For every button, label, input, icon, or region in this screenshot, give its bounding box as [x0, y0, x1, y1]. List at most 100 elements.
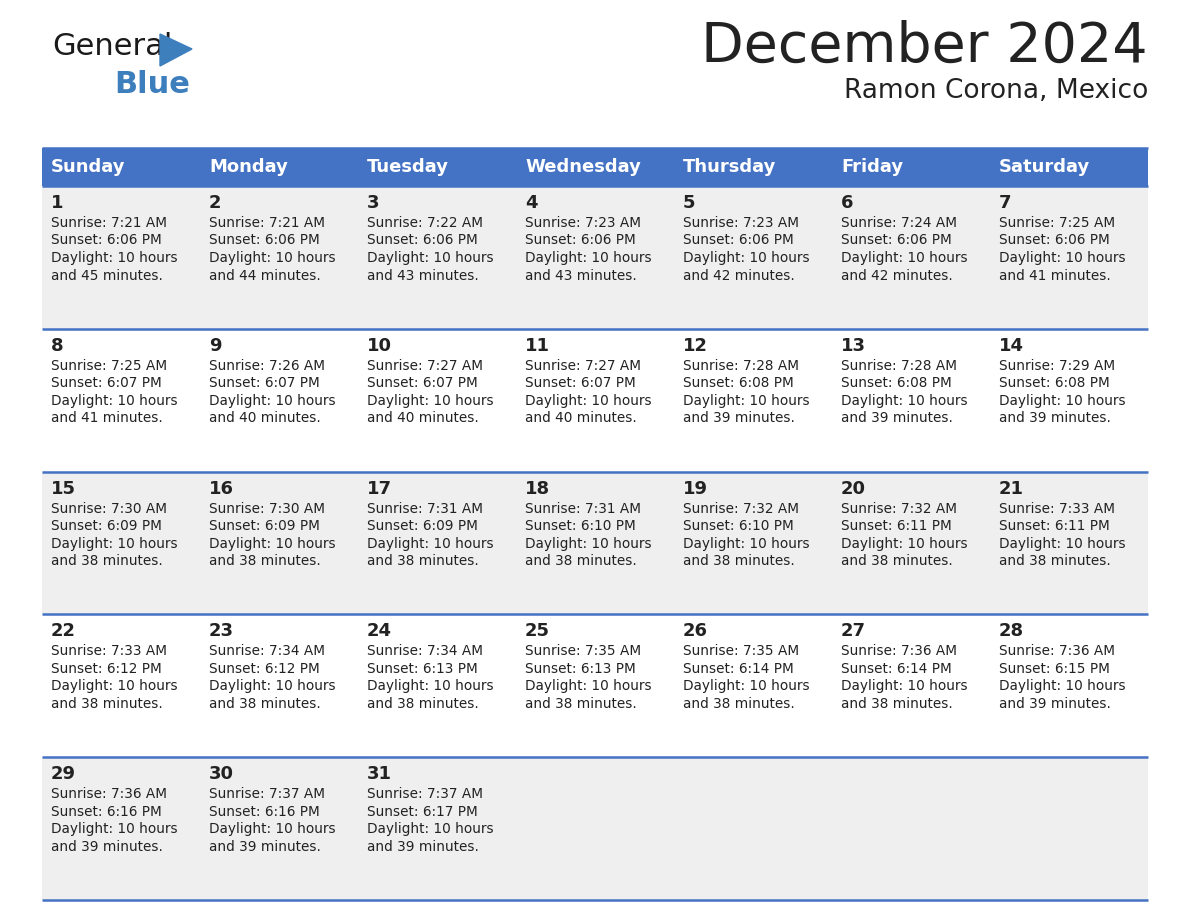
Text: Sunrise: 7:35 AM: Sunrise: 7:35 AM: [683, 644, 800, 658]
Text: Saturday: Saturday: [999, 158, 1091, 176]
Text: and 38 minutes.: and 38 minutes.: [999, 554, 1111, 568]
Text: and 39 minutes.: and 39 minutes.: [209, 840, 321, 854]
Text: Daylight: 10 hours: Daylight: 10 hours: [525, 679, 652, 693]
Text: 8: 8: [51, 337, 64, 354]
Text: Daylight: 10 hours: Daylight: 10 hours: [999, 679, 1125, 693]
Text: Sunrise: 7:37 AM: Sunrise: 7:37 AM: [209, 788, 326, 801]
Text: Sunset: 6:07 PM: Sunset: 6:07 PM: [525, 376, 636, 390]
Bar: [516, 148, 674, 186]
Text: 21: 21: [999, 479, 1024, 498]
Text: 15: 15: [51, 479, 76, 498]
Text: Sunrise: 7:34 AM: Sunrise: 7:34 AM: [209, 644, 326, 658]
Bar: [42, 614, 1148, 757]
Text: Sunrise: 7:37 AM: Sunrise: 7:37 AM: [367, 788, 484, 801]
Text: 5: 5: [683, 194, 695, 212]
Text: and 45 minutes.: and 45 minutes.: [51, 268, 163, 283]
Text: Daylight: 10 hours: Daylight: 10 hours: [841, 679, 967, 693]
Text: Sunset: 6:08 PM: Sunset: 6:08 PM: [683, 376, 794, 390]
Text: and 38 minutes.: and 38 minutes.: [841, 697, 953, 711]
Text: 1: 1: [51, 194, 63, 212]
Text: 22: 22: [51, 622, 76, 641]
Text: Sunrise: 7:26 AM: Sunrise: 7:26 AM: [209, 359, 326, 373]
Text: and 39 minutes.: and 39 minutes.: [841, 411, 953, 425]
Text: Daylight: 10 hours: Daylight: 10 hours: [367, 537, 494, 551]
Text: Sunset: 6:11 PM: Sunset: 6:11 PM: [999, 519, 1110, 533]
Text: and 40 minutes.: and 40 minutes.: [209, 411, 321, 425]
Text: Sunset: 6:15 PM: Sunset: 6:15 PM: [999, 662, 1110, 676]
Text: Daylight: 10 hours: Daylight: 10 hours: [525, 537, 652, 551]
Text: Sunset: 6:09 PM: Sunset: 6:09 PM: [209, 519, 320, 533]
Text: and 41 minutes.: and 41 minutes.: [999, 268, 1111, 283]
Text: and 38 minutes.: and 38 minutes.: [367, 697, 479, 711]
Bar: [358, 148, 516, 186]
Text: Daylight: 10 hours: Daylight: 10 hours: [209, 679, 336, 693]
Text: Sunset: 6:09 PM: Sunset: 6:09 PM: [367, 519, 478, 533]
Text: 4: 4: [525, 194, 537, 212]
Text: Daylight: 10 hours: Daylight: 10 hours: [367, 394, 494, 408]
Text: Daylight: 10 hours: Daylight: 10 hours: [841, 537, 967, 551]
Text: 29: 29: [51, 766, 76, 783]
Text: Sunset: 6:06 PM: Sunset: 6:06 PM: [999, 233, 1110, 248]
Text: Tuesday: Tuesday: [367, 158, 449, 176]
Text: Sunset: 6:12 PM: Sunset: 6:12 PM: [209, 662, 320, 676]
Text: 2: 2: [209, 194, 221, 212]
Bar: [200, 148, 358, 186]
Bar: [42, 186, 1148, 329]
Text: Sunset: 6:06 PM: Sunset: 6:06 PM: [841, 233, 952, 248]
Text: Daylight: 10 hours: Daylight: 10 hours: [209, 394, 336, 408]
Text: Sunrise: 7:28 AM: Sunrise: 7:28 AM: [683, 359, 800, 373]
Text: Daylight: 10 hours: Daylight: 10 hours: [51, 823, 178, 836]
Text: Sunrise: 7:25 AM: Sunrise: 7:25 AM: [51, 359, 168, 373]
Text: 19: 19: [683, 479, 708, 498]
Text: Sunrise: 7:24 AM: Sunrise: 7:24 AM: [841, 216, 958, 230]
Bar: [42, 757, 1148, 900]
Text: 16: 16: [209, 479, 234, 498]
Text: Monday: Monday: [209, 158, 287, 176]
Text: 6: 6: [841, 194, 853, 212]
Text: Sunday: Sunday: [51, 158, 126, 176]
Text: and 39 minutes.: and 39 minutes.: [683, 411, 795, 425]
Text: Sunset: 6:17 PM: Sunset: 6:17 PM: [367, 805, 478, 819]
Text: Thursday: Thursday: [683, 158, 777, 176]
Bar: [42, 329, 1148, 472]
Text: Sunrise: 7:21 AM: Sunrise: 7:21 AM: [51, 216, 168, 230]
Text: Sunrise: 7:31 AM: Sunrise: 7:31 AM: [525, 501, 642, 516]
Text: Ramon Corona, Mexico: Ramon Corona, Mexico: [843, 78, 1148, 104]
Text: Sunset: 6:13 PM: Sunset: 6:13 PM: [525, 662, 636, 676]
Text: and 38 minutes.: and 38 minutes.: [209, 554, 321, 568]
Text: Sunset: 6:06 PM: Sunset: 6:06 PM: [51, 233, 162, 248]
Text: and 39 minutes.: and 39 minutes.: [367, 840, 479, 854]
Text: and 38 minutes.: and 38 minutes.: [683, 697, 795, 711]
Text: Sunrise: 7:27 AM: Sunrise: 7:27 AM: [367, 359, 484, 373]
Text: and 38 minutes.: and 38 minutes.: [683, 554, 795, 568]
Text: Daylight: 10 hours: Daylight: 10 hours: [683, 394, 810, 408]
Text: 3: 3: [367, 194, 379, 212]
Text: Sunset: 6:06 PM: Sunset: 6:06 PM: [367, 233, 478, 248]
Text: Sunrise: 7:32 AM: Sunrise: 7:32 AM: [683, 501, 800, 516]
Text: Daylight: 10 hours: Daylight: 10 hours: [51, 394, 178, 408]
Text: Sunrise: 7:36 AM: Sunrise: 7:36 AM: [841, 644, 958, 658]
Text: and 42 minutes.: and 42 minutes.: [683, 268, 795, 283]
Text: General: General: [52, 32, 172, 61]
Text: Daylight: 10 hours: Daylight: 10 hours: [841, 251, 967, 265]
Bar: [674, 148, 832, 186]
Text: and 38 minutes.: and 38 minutes.: [525, 697, 637, 711]
Text: 27: 27: [841, 622, 866, 641]
Text: 20: 20: [841, 479, 866, 498]
Text: Sunrise: 7:25 AM: Sunrise: 7:25 AM: [999, 216, 1116, 230]
Text: 10: 10: [367, 337, 392, 354]
Text: Sunset: 6:14 PM: Sunset: 6:14 PM: [841, 662, 952, 676]
Text: Daylight: 10 hours: Daylight: 10 hours: [683, 251, 810, 265]
Text: and 39 minutes.: and 39 minutes.: [999, 697, 1111, 711]
Text: and 38 minutes.: and 38 minutes.: [841, 554, 953, 568]
Text: Daylight: 10 hours: Daylight: 10 hours: [209, 823, 336, 836]
Text: December 2024: December 2024: [701, 20, 1148, 74]
Text: Sunset: 6:07 PM: Sunset: 6:07 PM: [51, 376, 162, 390]
Text: Daylight: 10 hours: Daylight: 10 hours: [525, 251, 652, 265]
Text: Sunset: 6:11 PM: Sunset: 6:11 PM: [841, 519, 952, 533]
Text: Wednesday: Wednesday: [525, 158, 640, 176]
Text: 14: 14: [999, 337, 1024, 354]
Text: Daylight: 10 hours: Daylight: 10 hours: [683, 537, 810, 551]
Text: Sunrise: 7:27 AM: Sunrise: 7:27 AM: [525, 359, 642, 373]
Text: Sunrise: 7:31 AM: Sunrise: 7:31 AM: [367, 501, 484, 516]
